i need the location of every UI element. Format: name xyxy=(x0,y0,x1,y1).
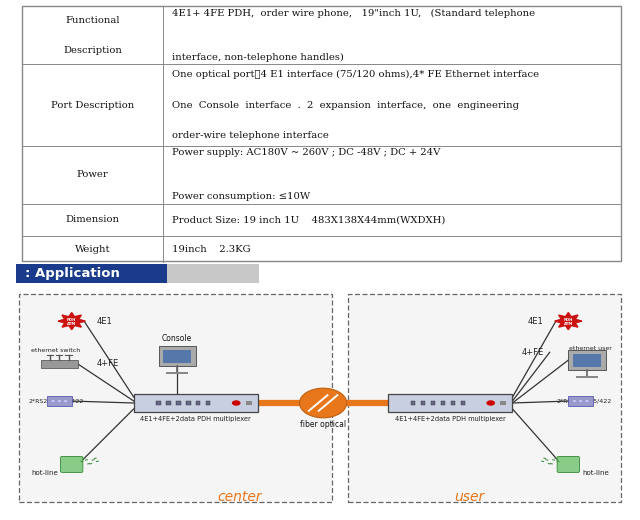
Text: interface, non-telephone handles): interface, non-telephone handles) xyxy=(172,53,344,62)
Bar xyxy=(441,401,445,406)
Text: 2*RS232/485/422: 2*RS232/485/422 xyxy=(28,398,83,404)
Bar xyxy=(421,401,425,406)
Text: One optical port，4 E1 interface (75/120 ohms),4* FE Ethernet interface: One optical port，4 E1 interface (75/120 … xyxy=(172,70,539,79)
Text: 4E1+4FE+2data PDH multiplexer: 4E1+4FE+2data PDH multiplexer xyxy=(395,417,506,422)
Bar xyxy=(461,401,465,406)
Bar xyxy=(186,401,191,406)
Text: ATM: ATM xyxy=(564,322,573,326)
Text: Dimension: Dimension xyxy=(65,215,120,224)
Text: One  Console  interface  .  2  expansion  interface,  one  engineering: One Console interface . 2 expansion inte… xyxy=(172,100,519,110)
Text: Power: Power xyxy=(77,170,108,179)
Text: Product Size: 19 inch 1U    483X138X44mm(WXDXH): Product Size: 19 inch 1U 483X138X44mm(WX… xyxy=(172,215,445,224)
Circle shape xyxy=(586,400,589,402)
Text: Weight: Weight xyxy=(75,245,110,254)
Text: Functional

Description: Functional Description xyxy=(63,16,122,55)
Bar xyxy=(47,396,72,406)
Bar xyxy=(411,401,415,406)
Text: ethernet user: ethernet user xyxy=(569,346,612,351)
Text: ATM: ATM xyxy=(67,322,76,326)
FancyBboxPatch shape xyxy=(557,457,579,472)
Text: ethernet switch: ethernet switch xyxy=(31,348,81,353)
Circle shape xyxy=(486,400,495,406)
Polygon shape xyxy=(555,313,582,330)
Text: hot-line: hot-line xyxy=(582,470,609,476)
Text: 4E1: 4E1 xyxy=(528,317,543,326)
Circle shape xyxy=(58,400,61,402)
Text: center: center xyxy=(217,490,262,504)
Bar xyxy=(19,294,332,502)
Text: 4E1+4FE+2data PDH multiplexer: 4E1+4FE+2data PDH multiplexer xyxy=(140,417,252,422)
Circle shape xyxy=(232,400,241,406)
Bar xyxy=(206,401,211,406)
Circle shape xyxy=(300,388,347,418)
Bar xyxy=(348,294,621,502)
Bar xyxy=(246,401,252,405)
Text: 4E1: 4E1 xyxy=(97,317,112,326)
Text: Console: Console xyxy=(162,334,193,343)
Text: Power supply: AC180V ~ 260V ; DC -48V ; DC + 24V: Power supply: AC180V ~ 260V ; DC -48V ; … xyxy=(172,148,440,157)
Text: PDH: PDH xyxy=(67,318,76,322)
Text: 19inch    2.3KG: 19inch 2.3KG xyxy=(172,245,251,254)
Bar xyxy=(167,264,259,283)
Bar xyxy=(166,372,188,374)
Bar xyxy=(156,401,161,406)
Bar xyxy=(16,264,167,283)
Bar xyxy=(388,394,513,412)
Text: user: user xyxy=(454,490,484,504)
Circle shape xyxy=(579,400,582,402)
Circle shape xyxy=(64,400,67,402)
Bar xyxy=(568,350,605,370)
Text: 4+FE: 4+FE xyxy=(521,348,543,357)
Text: fiber optical: fiber optical xyxy=(300,420,346,429)
Text: 4+FE: 4+FE xyxy=(97,359,119,369)
Text: Power consumption: ≤10W: Power consumption: ≤10W xyxy=(172,192,310,201)
Polygon shape xyxy=(58,313,85,330)
Text: order-wire telephone interface: order-wire telephone interface xyxy=(172,132,329,140)
Bar xyxy=(163,350,191,363)
Bar xyxy=(568,396,593,406)
Bar xyxy=(576,375,598,378)
FancyBboxPatch shape xyxy=(61,457,83,472)
Text: Port Description: Port Description xyxy=(51,100,134,110)
Bar xyxy=(573,354,601,367)
Bar xyxy=(431,401,435,406)
Bar xyxy=(176,401,180,406)
Bar xyxy=(500,401,506,405)
Bar xyxy=(196,401,200,406)
Text: 4E1+ 4FE PDH,  order wire phone,   19"inch 1U,   (Standard telephone: 4E1+ 4FE PDH, order wire phone, 19"inch … xyxy=(172,9,535,18)
Text: : Application: : Application xyxy=(24,267,120,280)
Text: hot-line: hot-line xyxy=(31,470,58,476)
Circle shape xyxy=(51,400,54,402)
Bar xyxy=(134,394,258,412)
Bar xyxy=(166,401,171,406)
Text: PDH: PDH xyxy=(564,318,573,322)
Bar xyxy=(159,346,196,366)
Text: 2*RS232/485/422: 2*RS232/485/422 xyxy=(557,398,612,404)
Bar xyxy=(40,360,78,368)
Bar xyxy=(451,401,455,406)
Circle shape xyxy=(573,400,576,402)
